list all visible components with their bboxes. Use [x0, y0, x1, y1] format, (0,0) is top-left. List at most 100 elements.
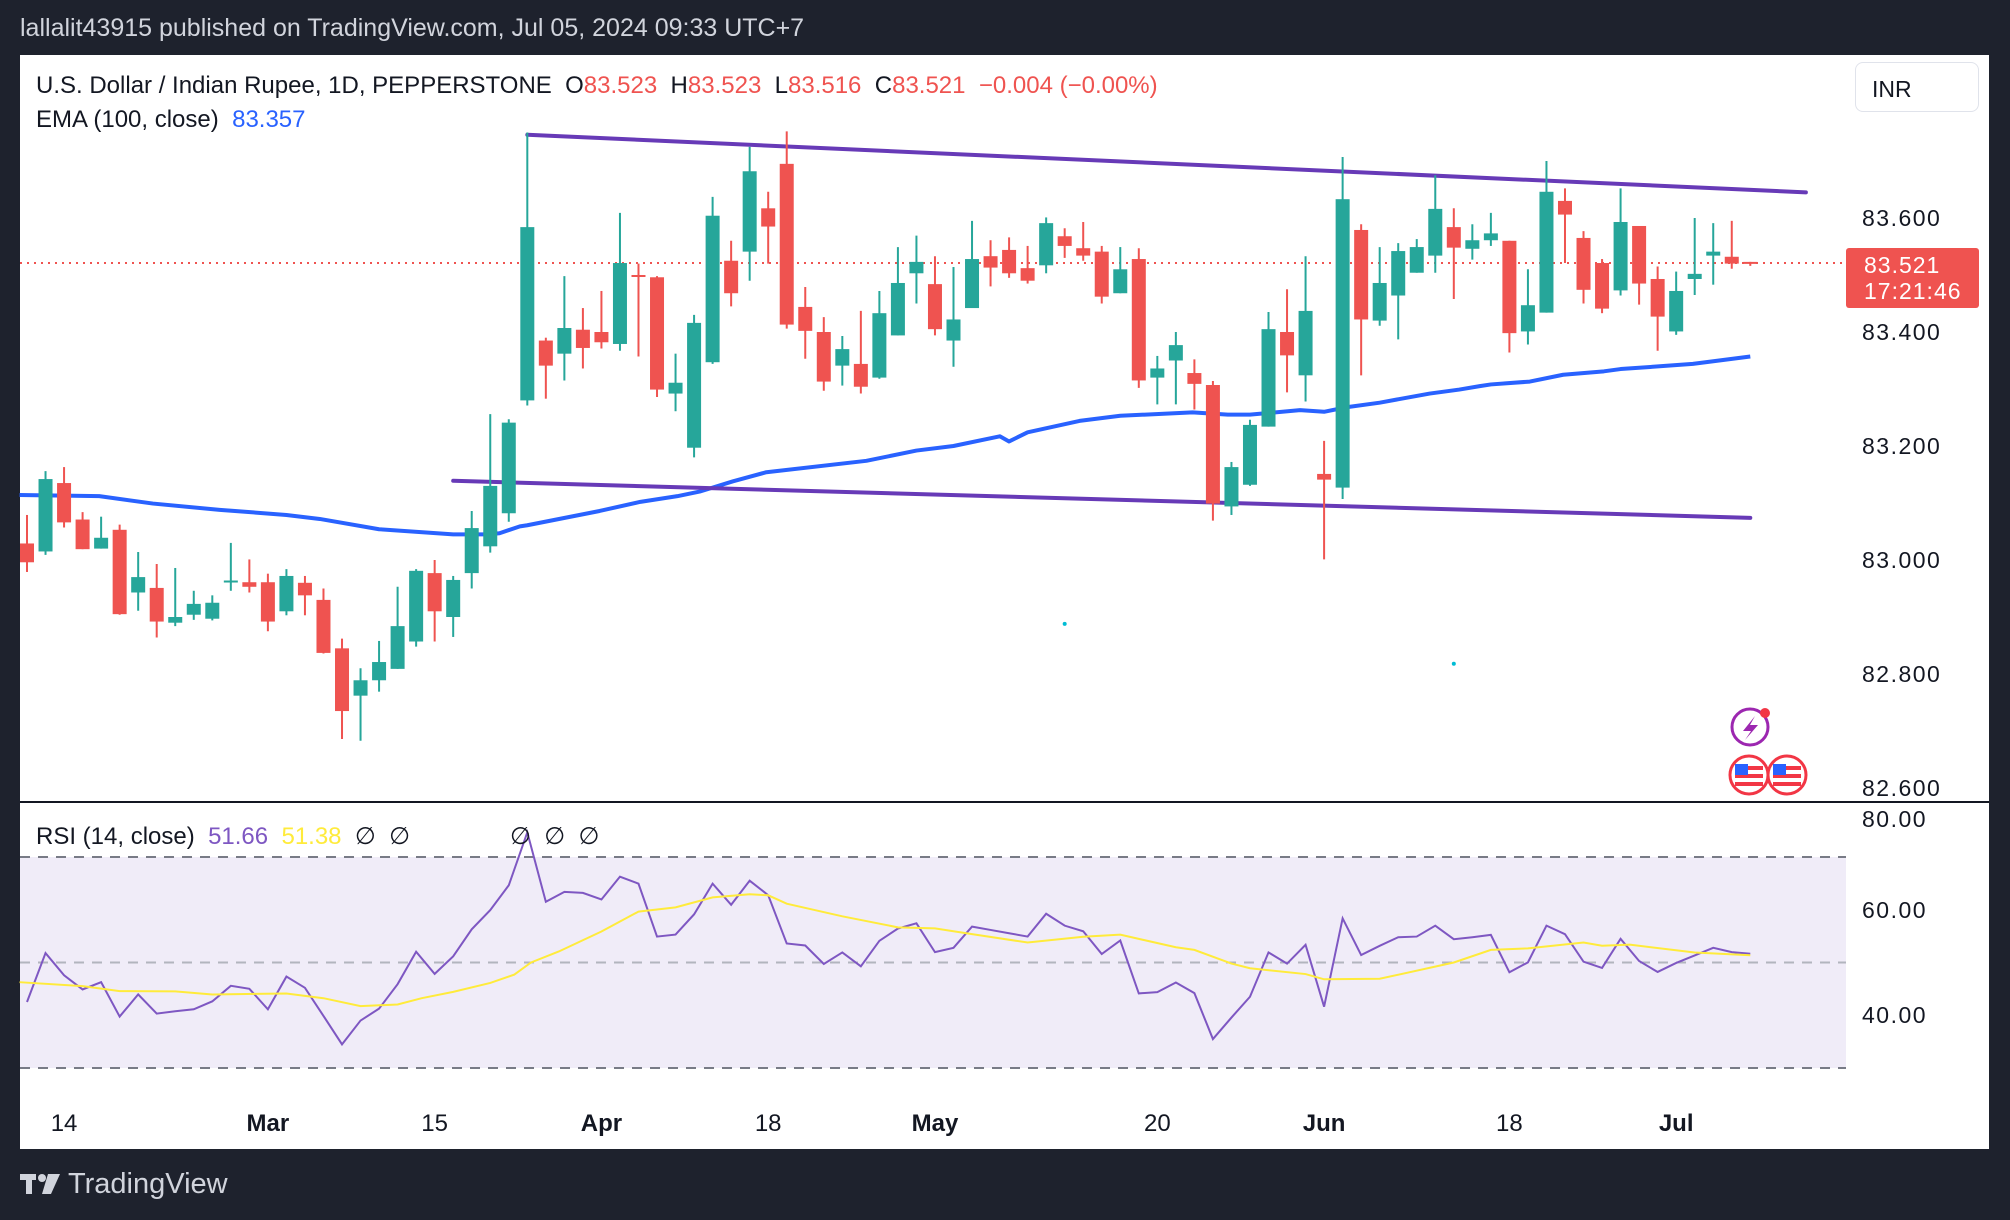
event-icons[interactable]: [1728, 707, 1808, 796]
footer-brand[interactable]: TradingView: [20, 1168, 228, 1201]
time-axis-tick: Jun: [1302, 1110, 1346, 1137]
time-axis-tick: Apr: [580, 1110, 623, 1137]
candle: [927, 256, 942, 336]
time-axis-tick: Jul: [1658, 1110, 1694, 1137]
us-flag-event-icon[interactable]: [1766, 754, 1808, 796]
candle-body: [1743, 261, 1758, 264]
currency-button[interactable]: INR: [1855, 62, 1979, 112]
candle: [761, 191, 776, 264]
candle: [242, 559, 257, 593]
candle-body: [149, 587, 164, 622]
candle-body: [1446, 227, 1461, 248]
candle-body: [835, 349, 850, 366]
rsi-axis-tick: 60.00: [1862, 897, 1928, 923]
candle-body: [260, 582, 275, 622]
candle-body: [1557, 200, 1572, 215]
candle: [1039, 217, 1054, 274]
candle: [1428, 175, 1443, 273]
rsi-markers: ∅ ∅ ∅: [510, 822, 599, 851]
candle-body: [965, 259, 980, 309]
time-axis-tick: 20: [1143, 1110, 1171, 1137]
candle-body: [1724, 256, 1739, 264]
candle-body: [1706, 251, 1721, 256]
rsi-pane: [19, 828, 1751, 1047]
candle: [1168, 332, 1183, 405]
marker-na-3: ∅: [578, 823, 600, 850]
time-axis-tick: 18: [754, 1110, 782, 1137]
high-value: 83.523: [687, 72, 762, 99]
symbol-legend[interactable]: U.S. Dollar / Indian Rupee, 1D, PEPPERST…: [36, 72, 1158, 100]
candle-body: [1409, 247, 1424, 273]
time-axis-tick: Mar: [246, 1110, 290, 1137]
last-price-label: 83.521 17:21:46: [1846, 248, 1979, 308]
candle: [724, 240, 739, 307]
trendline-upper-resistance: [525, 132, 1808, 195]
candle: [483, 414, 498, 553]
time-axis-tick: May: [911, 1110, 959, 1137]
candle: [1187, 359, 1202, 410]
candle-body: [335, 648, 350, 712]
candle: [112, 524, 127, 615]
rsi-legend[interactable]: RSI (14, close) 51.66 51.38 ∅ ∅: [36, 822, 410, 851]
candle: [75, 512, 90, 550]
candle-body: [57, 483, 72, 523]
candle-body: [1465, 240, 1480, 249]
tradingview-logo-icon: [20, 1173, 60, 1194]
rsi-ma-line: [19, 893, 1751, 1008]
candle: [1242, 419, 1257, 486]
candle-body: [798, 306, 813, 331]
candle-body: [724, 260, 739, 294]
candle: [1743, 261, 1758, 266]
candle-body: [1242, 424, 1257, 485]
rsi-ma-value: 51.38: [281, 823, 342, 850]
candle-body: [1576, 237, 1591, 290]
marker-na-2: ∅: [544, 823, 566, 850]
candle-body: [853, 363, 868, 387]
low-label: L: [774, 72, 788, 99]
candle: [890, 247, 905, 336]
candle: [853, 310, 868, 394]
change-value: −0.004 (−0.00%): [978, 72, 1158, 99]
price-axis-tick: 83.200: [1862, 433, 1942, 459]
rsi-label: RSI (14, close): [36, 823, 195, 850]
candle: [1113, 247, 1128, 294]
candle: [260, 573, 275, 632]
price-axis-tick: 83.600: [1862, 205, 1942, 231]
candle: [1669, 271, 1684, 335]
candle: [1483, 212, 1498, 246]
candle-body: [1002, 249, 1017, 274]
candle-body: [390, 626, 405, 669]
candle: [1335, 157, 1350, 500]
candle: [798, 286, 813, 359]
candle: [1391, 243, 1406, 340]
ema-legend[interactable]: EMA (100, close) 83.357: [36, 106, 306, 134]
open-value: 83.523: [583, 72, 658, 99]
candle-body: [779, 163, 794, 325]
us-flag-event-icon[interactable]: [1728, 754, 1770, 796]
candle-body: [242, 582, 257, 587]
candle-body: [20, 543, 34, 563]
candle: [446, 575, 461, 637]
candle: [557, 276, 572, 381]
candle: [1094, 245, 1109, 304]
candle-body: [983, 256, 998, 268]
candle-body: [1520, 305, 1535, 332]
close-label: C: [874, 72, 893, 99]
candle-body: [186, 603, 201, 615]
close-value: 83.521: [892, 72, 966, 99]
candle-body: [1261, 329, 1276, 427]
marker-na-1: ∅: [510, 823, 531, 850]
candle: [316, 588, 331, 654]
candle-body: [687, 322, 702, 448]
candle-body: [1131, 259, 1146, 381]
candle: [131, 552, 146, 611]
candle: [779, 131, 794, 329]
rsi-axis-tick: 40.00: [1862, 1002, 1928, 1028]
candle: [1632, 225, 1647, 305]
candle: [631, 263, 646, 357]
lightning-event-icon[interactable]: [1730, 707, 1770, 747]
rsi-na-1: ∅: [354, 823, 376, 850]
candle-body: [1094, 251, 1109, 297]
candle-body: [872, 313, 887, 378]
